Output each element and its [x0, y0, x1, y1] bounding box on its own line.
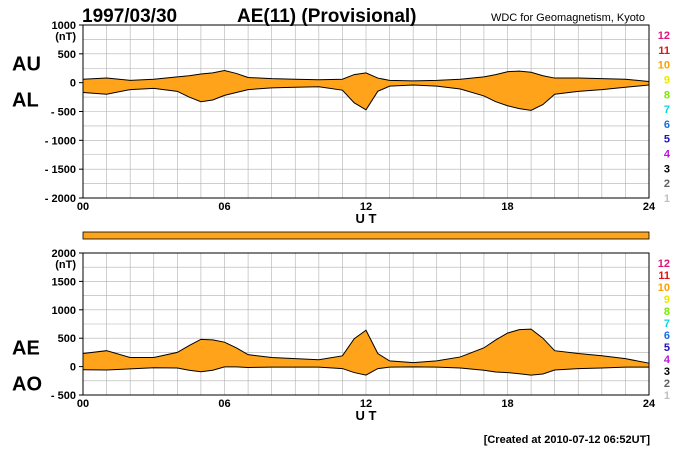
station-count-label: 1	[664, 390, 670, 402]
station-count-label: 7	[664, 318, 670, 330]
ae-ao-plot-area	[82, 328, 650, 376]
source-label: WDC for Geomagnetism, Kyoto	[491, 12, 645, 24]
station-count-label: 8	[664, 89, 670, 101]
ae-ao-x-axis-label: U T	[356, 408, 377, 423]
x-tick-label: 06	[218, 201, 230, 213]
station-count-label: 9	[664, 294, 670, 306]
y-tick-label: - 500	[51, 107, 76, 119]
station-count-label: 9	[664, 74, 670, 86]
y-tick-label: - 1000	[45, 135, 76, 147]
index-range-fill	[83, 70, 649, 111]
au-al-station-count-legend: 12 11 10 9 8 7 6 5 4 3 2 1	[658, 30, 671, 205]
x-tick-label: 06	[218, 398, 230, 410]
station-count-label: 6	[664, 330, 670, 342]
station-count-label: 2	[664, 178, 670, 190]
x-tick-label: 00	[77, 201, 89, 213]
ao-label: AO	[12, 374, 42, 396]
station-count-label: 12	[658, 258, 670, 270]
station-count-label: 3	[664, 163, 670, 175]
x-tick-label: 24	[643, 398, 656, 410]
station-count-label: 5	[664, 342, 670, 354]
created-timestamp: [Created at 2010-07-12 06:52UT]	[484, 434, 651, 446]
y-tick-label: 1000	[52, 305, 76, 317]
index-range-fill	[83, 329, 649, 376]
au-al-y-axis: 1000 500 0 - 500 - 1000 - 1500 - 2000	[45, 20, 83, 205]
x-tick-label: 18	[501, 201, 513, 213]
station-availability-bar	[82, 231, 650, 240]
station-count-label: 4	[664, 149, 671, 161]
au-al-x-axis: 00 06 12 18 24	[77, 201, 656, 213]
au-al-plot-area	[82, 70, 650, 111]
ae-ao-x-axis: 00 06 12 18 24	[77, 398, 656, 410]
lower-index-line	[82, 84, 650, 111]
station-count-label: 11	[658, 45, 670, 57]
y-tick-label: 500	[58, 333, 76, 345]
y-tick-label: 0	[70, 78, 76, 90]
x-tick-label: 00	[77, 398, 89, 410]
au-al-gridlines	[83, 25, 649, 198]
al-label: AL	[12, 90, 39, 112]
station-count-label: 6	[664, 119, 670, 131]
station-count-label: 4	[664, 354, 671, 366]
y-tick-label: 1500	[52, 276, 76, 288]
x-tick-label: 12	[360, 201, 372, 213]
au-label: AU	[12, 54, 41, 76]
x-tick-label: 18	[501, 398, 513, 410]
x-tick-label: 12	[360, 398, 372, 410]
station-count-label: 8	[664, 306, 670, 318]
ae-ao-y-axis: 2000 1500 1000 500 0 - 500	[51, 248, 83, 402]
station-count-label: 1	[664, 193, 670, 205]
y-tick-label: - 2000	[45, 193, 76, 205]
ae-label: AE	[12, 338, 40, 360]
y-tick-label: 0	[70, 362, 76, 374]
station-count-label: 3	[664, 366, 670, 378]
lower-index-line	[82, 366, 649, 376]
y-tick-label: 500	[58, 49, 76, 61]
y-tick-label: - 500	[51, 390, 76, 402]
au-al-x-axis-label: U T	[356, 211, 377, 226]
date-label: 1997/03/30	[82, 6, 177, 27]
station-count-label: 7	[664, 104, 670, 116]
au-al-unit-label: (nT)	[55, 31, 76, 43]
index-title: AE(11) (Provisional)	[237, 6, 417, 27]
ae-ao-frame	[82, 252, 650, 396]
station-count-label: 5	[664, 134, 670, 146]
station-count-label: 2	[664, 378, 670, 390]
station-count-label: 10	[658, 60, 670, 72]
y-tick-label: 1000	[52, 20, 76, 32]
station-count-label: 10	[658, 282, 670, 294]
station-count-label: 12	[658, 30, 670, 42]
y-tick-label: - 1500	[45, 164, 76, 176]
y-tick-label: 2000	[52, 248, 76, 260]
upper-index-line	[82, 70, 650, 83]
upper-index-line	[82, 328, 650, 364]
station-count-label: 11	[658, 270, 670, 282]
ae-ao-unit-label: (nT)	[55, 259, 76, 271]
x-tick-label: 24	[643, 201, 656, 213]
